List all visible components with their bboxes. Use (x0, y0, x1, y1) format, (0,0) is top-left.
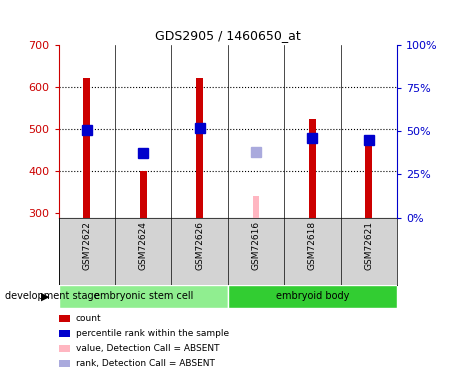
Text: ▶: ▶ (41, 291, 50, 301)
Bar (59, 330, 70, 338)
Text: rank, Detection Call = ABSENT: rank, Detection Call = ABSENT (76, 359, 214, 368)
Text: percentile rank within the sample: percentile rank within the sample (76, 329, 229, 338)
Text: GSM72621: GSM72621 (364, 221, 373, 270)
Bar (59, 315, 70, 322)
Text: value, Detection Call = ABSENT: value, Detection Call = ABSENT (76, 344, 219, 353)
Text: GSM72616: GSM72616 (252, 221, 260, 270)
Text: GSM72618: GSM72618 (308, 221, 317, 270)
Bar (83, 78, 90, 218)
Bar (59, 285, 228, 308)
Bar (59, 345, 70, 352)
Text: GSM72626: GSM72626 (195, 221, 204, 270)
Text: embryonic stem cell: embryonic stem cell (93, 291, 193, 301)
Text: GSM72624: GSM72624 (139, 221, 147, 270)
Bar (196, 78, 203, 218)
Bar (228, 285, 397, 308)
Title: GDS2905 / 1460650_at: GDS2905 / 1460650_at (155, 30, 301, 42)
Bar (309, 120, 316, 218)
Text: GSM72622: GSM72622 (83, 221, 91, 270)
Text: count: count (76, 314, 101, 323)
Bar (140, 171, 147, 217)
Bar (365, 138, 372, 218)
Text: embryoid body: embryoid body (276, 291, 349, 301)
Bar (253, 196, 259, 217)
Bar (59, 360, 70, 368)
Text: development stage: development stage (5, 291, 99, 301)
